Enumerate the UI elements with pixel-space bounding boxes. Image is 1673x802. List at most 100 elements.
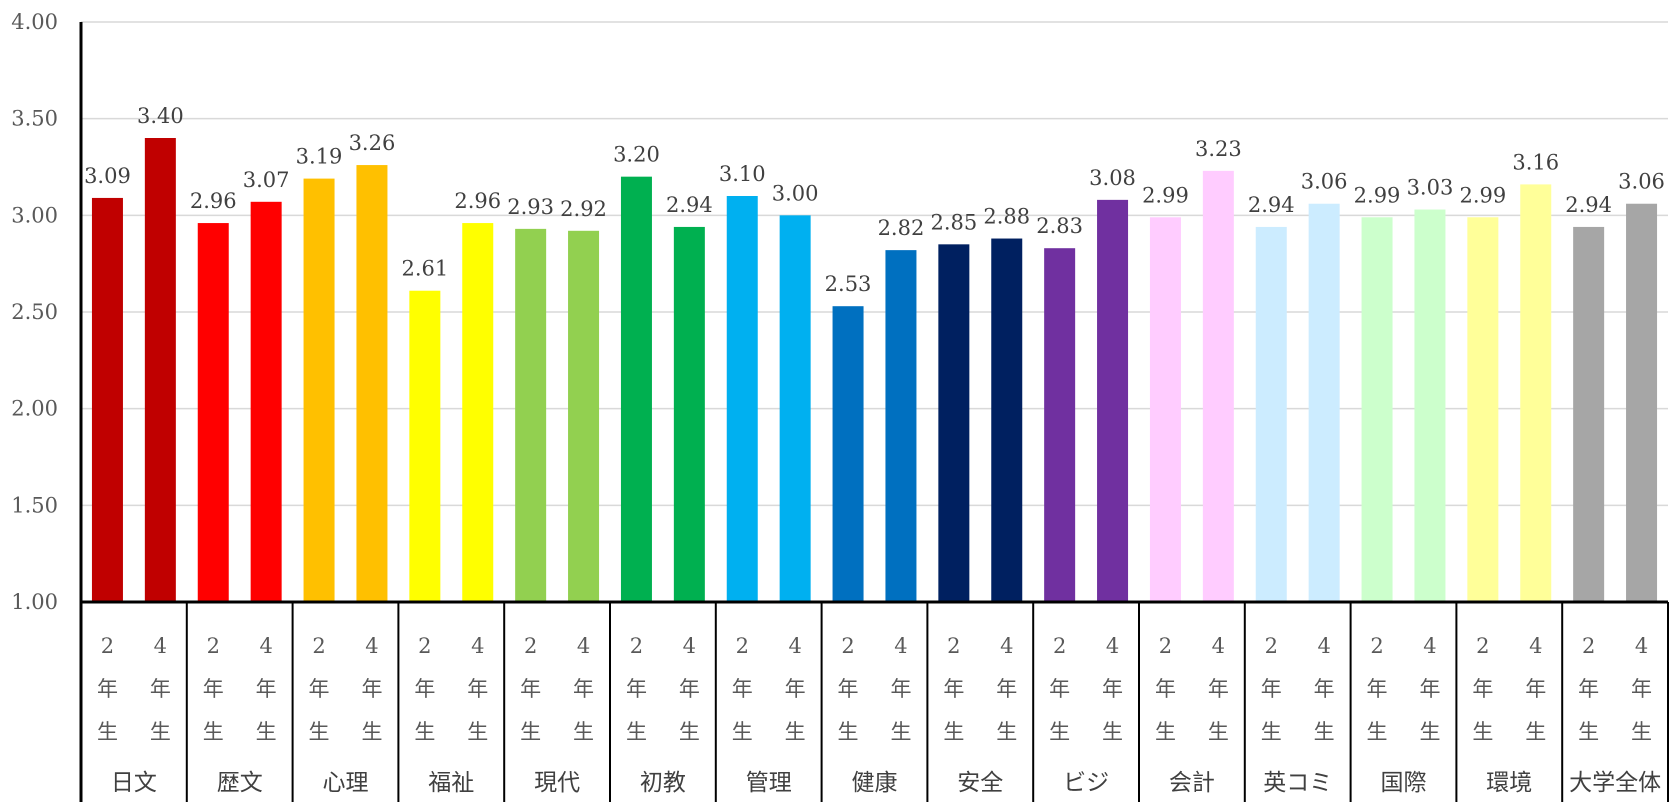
x-subcategory-label: 4 (683, 634, 696, 658)
data-label: 2.92 (560, 197, 607, 221)
data-label: 2.99 (1142, 183, 1189, 207)
x-subcategory-label: 年 (520, 677, 541, 701)
x-group-label: 福祉 (428, 770, 474, 796)
x-subcategory-label: 生 (256, 720, 277, 744)
x-subcategory-label: 年 (890, 677, 911, 701)
data-label: 3.16 (1512, 150, 1559, 174)
data-label: 3.10 (719, 162, 766, 186)
x-subcategory-label: 2 (1265, 634, 1278, 658)
x-subcategory-label: 年 (309, 677, 330, 701)
y-tick-label: 3.50 (11, 107, 58, 131)
bar (673, 226, 705, 602)
x-subcategory-label: 年 (467, 677, 488, 701)
x-subcategory-label: 年 (361, 677, 382, 701)
y-tick-label: 2.50 (11, 300, 58, 324)
data-label: 2.85 (930, 210, 977, 234)
bar (726, 196, 758, 602)
x-subcategory-label: 年 (1102, 677, 1123, 701)
data-label: 2.96 (190, 189, 237, 213)
bar (91, 197, 123, 602)
data-label: 3.06 (1301, 170, 1348, 194)
data-label: 3.06 (1618, 170, 1665, 194)
x-subcategory-label: 2 (312, 634, 325, 658)
x-subcategory-label: 生 (150, 720, 171, 744)
x-group-label: 国際 (1381, 770, 1427, 796)
bar (1361, 217, 1393, 602)
x-subcategory-label: 4 (1000, 634, 1013, 658)
x-subcategory-label: 年 (732, 677, 753, 701)
x-subcategory-label: 年 (1578, 677, 1599, 701)
x-subcategory-label: 生 (414, 720, 435, 744)
x-subcategory-label: 2 (1370, 634, 1383, 658)
x-subcategory-label: 生 (1578, 720, 1599, 744)
x-subcategory-label: 生 (679, 720, 700, 744)
y-tick-label: 3.00 (11, 203, 58, 227)
x-subcategory-label: 生 (996, 720, 1017, 744)
bar (1626, 203, 1658, 602)
x-subcategory-label: 年 (97, 677, 118, 701)
bar (1308, 203, 1340, 602)
x-subcategory-label: 年 (943, 677, 964, 701)
x-subcategory-label: 4 (1212, 634, 1225, 658)
x-subcategory-label: 生 (97, 720, 118, 744)
x-subcategory-label: 生 (203, 720, 224, 744)
x-subcategory-label: 生 (520, 720, 541, 744)
x-subcategory-label: 2 (207, 634, 220, 658)
x-subcategory-label: 4 (1106, 634, 1119, 658)
data-label: 3.23 (1195, 137, 1242, 161)
data-label: 3.07 (243, 168, 290, 192)
x-subcategory-label: 2 (1476, 634, 1489, 658)
bar (197, 223, 229, 603)
data-label: 2.94 (666, 193, 713, 217)
data-label: 2.99 (1459, 183, 1506, 207)
x-group-label: 健康 (852, 770, 898, 796)
data-label: 3.19 (296, 145, 343, 169)
data-label: 3.00 (772, 181, 819, 205)
x-subcategory-label: 4 (1423, 634, 1436, 658)
x-subcategory-label: 生 (1049, 720, 1070, 744)
x-group-label: 現代 (534, 770, 580, 796)
x-group-label: 英コミ (1263, 770, 1332, 796)
y-tick-label: 1.00 (11, 590, 58, 614)
x-subcategory-label: 生 (1367, 720, 1388, 744)
x-subcategory-label: 年 (1261, 677, 1282, 701)
x-subcategory-label: 4 (1529, 634, 1542, 658)
x-subcategory-label: 2 (524, 634, 537, 658)
x-subcategory-label: 生 (1525, 720, 1546, 744)
x-subcategory-label: 2 (1053, 634, 1066, 658)
x-subcategory-label: 2 (1582, 634, 1595, 658)
x-subcategory-label: 生 (1261, 720, 1282, 744)
x-subcategory-label: 年 (996, 677, 1017, 701)
data-label: 3.26 (349, 131, 396, 155)
x-subcategory-label: 年 (150, 677, 171, 701)
bar (303, 178, 335, 602)
x-group-label: 管理 (746, 770, 792, 796)
x-subcategory-label: 年 (1208, 677, 1229, 701)
x-subcategory-label: 4 (154, 634, 167, 658)
x-subcategory-label: 4 (894, 634, 907, 658)
x-subcategory-label: 4 (471, 634, 484, 658)
bar (1467, 217, 1499, 602)
bar (515, 228, 547, 602)
data-label: 3.20 (613, 143, 660, 167)
bar (462, 223, 494, 603)
x-subcategory-label: 生 (626, 720, 647, 744)
x-subcategory-label: 年 (1049, 677, 1070, 701)
x-subcategory-label: 2 (736, 634, 749, 658)
bar (779, 215, 811, 603)
data-label: 2.61 (401, 257, 448, 281)
x-subcategory-label: 生 (1314, 720, 1335, 744)
x-subcategory-label: 生 (309, 720, 330, 744)
bar (1149, 217, 1181, 602)
x-subcategory-label: 生 (1472, 720, 1493, 744)
x-subcategory-label: 年 (1155, 677, 1176, 701)
x-subcategory-label: 年 (1525, 677, 1546, 701)
x-subcategory-label: 生 (1102, 720, 1123, 744)
bar (620, 176, 652, 602)
x-group-label: 心理 (323, 770, 369, 796)
data-label: 2.94 (1565, 193, 1612, 217)
bar (1097, 199, 1129, 602)
x-subcategory-label: 生 (1155, 720, 1176, 744)
data-label: 2.82 (878, 216, 925, 240)
